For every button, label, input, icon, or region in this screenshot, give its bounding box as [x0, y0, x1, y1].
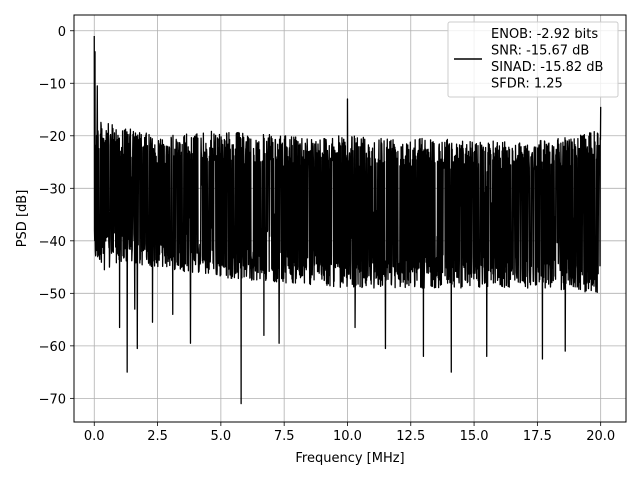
y-tick-label: −10: [39, 77, 66, 92]
ticks: 0.0 2.5 5.0 7.5 10.0 12.5 15.0 17.5 20.0 0 −10 −20 −…: [39, 25, 616, 444]
legend-entry-sfdr: SFDR: 1.25: [491, 77, 563, 92]
x-axis-label: Frequency [MHz]: [295, 451, 404, 466]
y-tick-label: −20: [39, 130, 66, 145]
y-tick-label: −30: [39, 182, 66, 197]
psd-series-line: [93, 36, 602, 405]
legend-entry-sinad: SINAD: -15.82 dB: [491, 60, 603, 75]
y-tick-label: 0: [58, 25, 66, 40]
x-tick-label: 0.0: [84, 429, 105, 444]
x-tick-label: 12.5: [396, 429, 425, 444]
y-tick-label: −50: [39, 287, 66, 302]
y-tick-label: −70: [39, 392, 66, 407]
legend: ENOB: -2.92 bits SNR: -15.67 dB SINAD: -…: [447, 21, 619, 98]
y-axis-label: PSD [dB]: [15, 190, 30, 248]
x-tick-label: 7.5: [274, 429, 295, 444]
x-tick-label: 17.5: [523, 429, 552, 444]
y-tick-label: −60: [39, 340, 66, 355]
y-tick-label: −40: [39, 235, 66, 250]
legend-entry-enob: ENOB: -2.92 bits: [491, 27, 598, 42]
x-tick-label: 2.5: [147, 429, 168, 444]
axes-frame: [73, 14, 627, 423]
x-tick-label: 20.0: [586, 429, 615, 444]
x-tick-label: 10.0: [333, 429, 362, 444]
x-tick-label: 5.0: [211, 429, 232, 444]
x-tick-label: 15.0: [460, 429, 489, 444]
plot-area: [93, 36, 602, 405]
legend-entry-snr: SNR: -15.67 dB: [491, 44, 589, 59]
legend-box: [447, 21, 619, 98]
